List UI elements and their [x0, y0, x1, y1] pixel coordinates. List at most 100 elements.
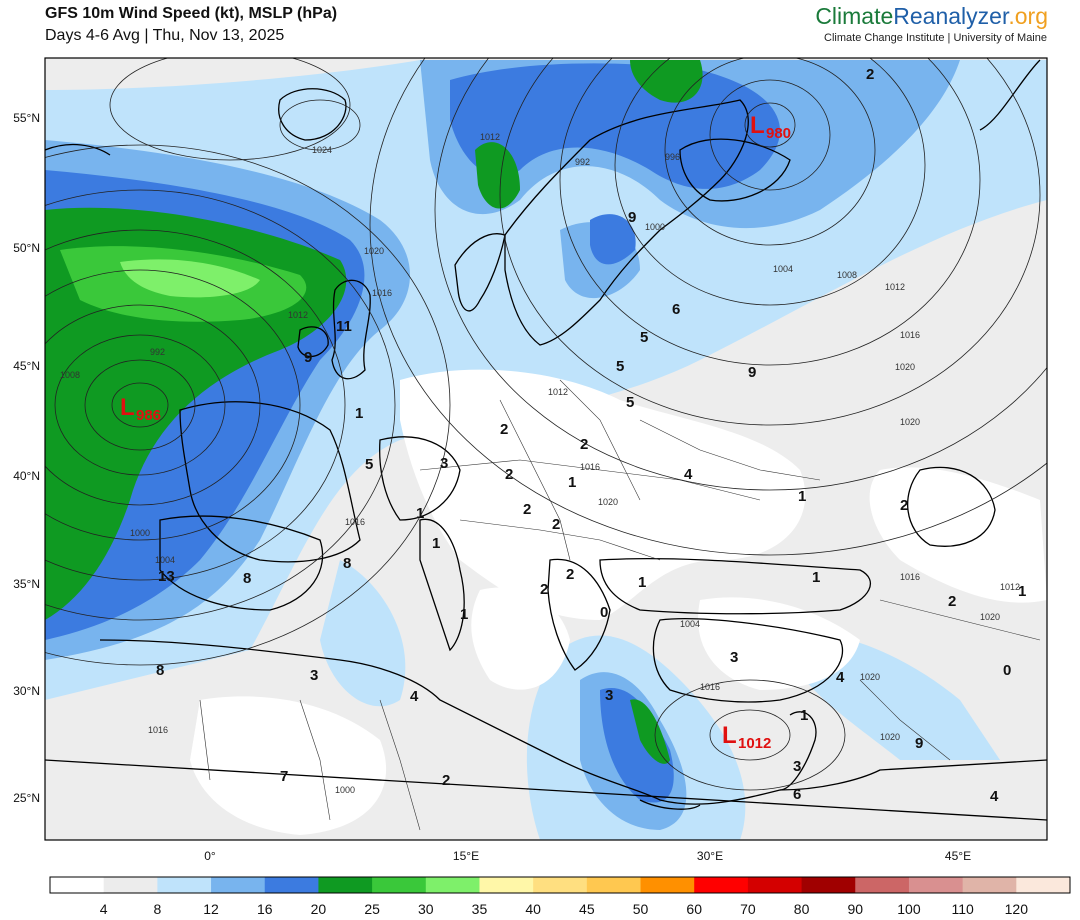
- wind-value: 4: [410, 688, 419, 705]
- isobars: [45, 58, 1047, 791]
- legend-label: 120: [1005, 901, 1029, 917]
- wind-value: 1: [638, 574, 646, 591]
- wind-value: 2: [948, 593, 956, 610]
- isobar-label: 1008: [837, 270, 857, 280]
- isobar-label: 1012: [885, 282, 905, 292]
- legend-label: 35: [472, 901, 488, 917]
- legend-swatch: [962, 877, 1017, 893]
- latitude-labels: 55°N 50°N 45°N 40°N 35°N 30°N 25°N: [13, 111, 40, 805]
- isobar-label: 1020: [980, 612, 1000, 622]
- lat-label: 50°N: [13, 241, 40, 255]
- isobar-label: 1016: [580, 462, 600, 472]
- isobar-label: 1016: [700, 682, 720, 692]
- lon-label: 0°: [204, 849, 216, 863]
- legend-label: 110: [951, 901, 974, 917]
- wind-value: 1: [568, 474, 576, 491]
- isobar-label: 1024: [312, 145, 332, 155]
- wind-value: 2: [500, 421, 508, 438]
- legend-swatch: [264, 877, 319, 893]
- low-value: 986: [136, 407, 161, 424]
- isobar-label: 1000: [335, 785, 355, 795]
- isobar-label: 1004: [773, 264, 793, 274]
- lon-label: 15°E: [453, 849, 479, 863]
- wind-value: 3: [605, 687, 613, 704]
- legend-label: 90: [847, 901, 863, 917]
- brand-part-1: Climate: [815, 3, 894, 29]
- low-letter: L: [750, 112, 765, 139]
- isobar-label: 1000: [130, 528, 150, 538]
- wind-value: 1: [355, 405, 363, 422]
- wind-value: 1: [432, 535, 440, 552]
- low-value: 1012: [738, 735, 771, 752]
- isobar-label: 1020: [880, 732, 900, 742]
- isobar-label: 1000: [645, 222, 665, 232]
- wind-value: 11: [336, 318, 352, 335]
- wind-value: 6: [793, 786, 801, 803]
- legend-swatch: [908, 877, 964, 893]
- legend-label: 50: [633, 901, 649, 917]
- isobar-label: 1004: [155, 555, 175, 565]
- legend-label: 12: [203, 901, 219, 917]
- isobar-label: 1016: [345, 517, 365, 527]
- wind-value: 7: [280, 768, 288, 785]
- longitude-labels: 0° 15°E 30°E 45°E: [204, 849, 971, 863]
- legend-label: 20: [311, 901, 327, 917]
- legend-label: 4: [100, 901, 108, 917]
- wind-value: 4: [684, 466, 693, 483]
- legend-label: 30: [418, 901, 434, 917]
- legend-swatch: [533, 877, 588, 893]
- isobar-label: 1012: [548, 387, 568, 397]
- brand-logo[interactable]: ClimateReanalyzer.org: [815, 3, 1048, 30]
- map-frame: [44, 57, 1048, 841]
- isobar-label: 1012: [480, 132, 500, 142]
- wind-value: 0: [1003, 662, 1011, 679]
- legend-swatch: [640, 877, 695, 893]
- legend-swatch: [479, 877, 534, 893]
- wind-value: 4: [990, 788, 999, 805]
- low-value: 980: [766, 125, 791, 142]
- wind-value: 2: [523, 501, 531, 518]
- wind-value: 9: [748, 364, 756, 381]
- wind-value: 4: [836, 669, 845, 686]
- low-pressure-markers: L 986 L 980 L 1012: [120, 112, 791, 752]
- lat-label: 55°N: [13, 111, 40, 125]
- wind-value: 8: [343, 555, 351, 572]
- wind-value: 3: [730, 649, 738, 666]
- legend-swatch: [586, 877, 642, 893]
- wind-value: 1: [812, 569, 820, 586]
- legend-swatch: [1016, 877, 1071, 893]
- isobar-label: 996: [665, 152, 680, 162]
- low-letter: L: [120, 394, 135, 421]
- low-letter: L: [722, 722, 737, 749]
- isobar-label: 1020: [860, 672, 880, 682]
- lat-label: 40°N: [13, 469, 40, 483]
- lat-label: 45°N: [13, 359, 40, 373]
- isobar-label: 1012: [288, 310, 308, 320]
- brand-part-2: Reanalyzer: [893, 3, 1009, 29]
- isobar-label: 1016: [372, 288, 392, 298]
- isobar-label: 1016: [900, 572, 920, 582]
- isobar-label: 1016: [148, 725, 168, 735]
- legend-border: [49, 876, 1071, 894]
- wind-value: 1: [798, 488, 806, 505]
- legend-label: 45: [579, 901, 595, 917]
- wind-value: 2: [566, 566, 574, 583]
- wind-value: 2: [580, 436, 588, 453]
- wind-value: 2: [540, 581, 548, 598]
- isobar-label: 1020: [598, 497, 618, 507]
- lat-label: 25°N: [13, 791, 40, 805]
- wind-value: 2: [552, 516, 560, 533]
- legend-label: 16: [257, 901, 273, 917]
- map-subtitle: Days 4-6 Avg | Thu, Nov 13, 2025: [45, 27, 285, 44]
- legend-swatch: [694, 877, 749, 893]
- brand-part-3: .org: [1008, 3, 1048, 29]
- wind-value: 3: [440, 455, 448, 472]
- legend-swatch: [50, 877, 105, 893]
- legend-swatch: [855, 877, 910, 893]
- isobar-labels: 1024 1020 1016 1012 1008 1000 992 1004 1…: [60, 132, 1020, 795]
- wind-value: 6: [672, 301, 680, 318]
- legend-swatch: [211, 877, 266, 893]
- wind-value: 5: [626, 394, 634, 411]
- brand-subtitle: Climate Change Institute | University of…: [824, 32, 1047, 44]
